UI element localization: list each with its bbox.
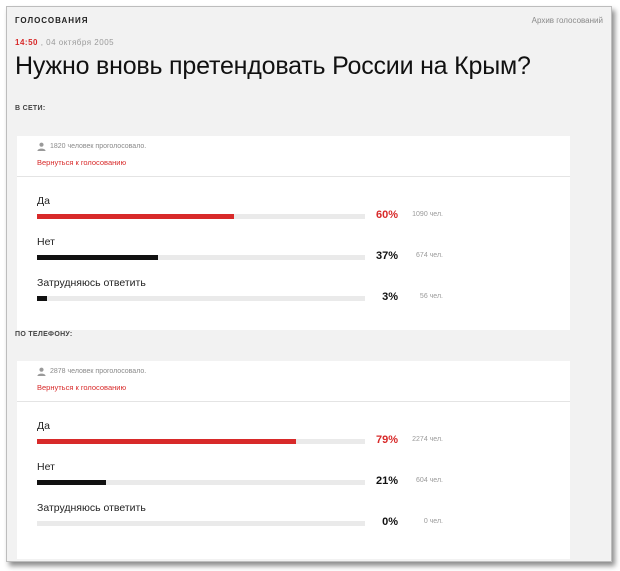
voters-count: 1820 человек проголосовало. [37,142,146,151]
result-bar-track [37,521,365,526]
option-percent: 21% [375,475,398,487]
result-bar-track [37,255,365,260]
result-bar-fill [37,439,297,444]
divider [17,401,570,402]
poll-option: Да 79% 2274 чел. [37,420,507,456]
option-count: 2274 чел. [412,436,443,443]
option-label: Затрудняюсь ответить [37,277,146,289]
result-bar-track [37,439,365,444]
archive-link[interactable]: Архив голосований [531,15,603,25]
option-count: 1090 чел. [412,211,443,218]
date-text: , 04 октября 2005 [40,38,115,47]
poll-option: Затрудняюсь ответить 0% 0 чел. [37,502,507,538]
result-bar-fill [37,214,234,219]
poll-option: Да 60% 1090 чел. [37,195,507,231]
option-label: Нет [37,461,55,473]
back-to-vote-link[interactable]: Вернуться к голосованию [37,158,127,167]
result-bar-fill [37,255,159,260]
divider [17,176,570,177]
option-label: Да [37,420,50,432]
option-percent: 0% [382,516,398,528]
option-percent: 79% [375,434,398,446]
option-percent: 3% [382,291,398,303]
option-label: Нет [37,236,55,248]
option-count: 0 чел. [423,518,443,525]
option-percent: 60% [375,209,398,221]
result-bar-fill [37,296,47,301]
poll-option: Нет 21% 604 чел. [37,461,507,497]
poll-results-online: 1820 человек проголосовало. Вернуться к … [17,136,570,330]
option-count: 56 чел. [419,293,443,300]
option-percent: 37% [375,250,398,262]
poll-question: Нужно вновь претендовать России на Крым? [15,52,531,80]
option-count: 674 чел. [416,252,443,259]
option-label: Да [37,195,50,207]
result-bar-fill [37,480,106,485]
back-to-vote-link[interactable]: Вернуться к голосованию [37,383,127,392]
person-icon [37,367,46,376]
top-bar: ГОЛОСОВАНИЯ Архив голосований [15,13,603,27]
voters-text: 2878 человек проголосовало. [50,368,147,375]
result-bar-track [37,480,365,485]
poll-option: Затрудняюсь ответить 3% 56 чел. [37,277,507,313]
poll-option: Нет 37% 674 чел. [37,236,507,272]
poll-results-phone: 2878 человек проголосовало. Вернуться к … [17,361,570,559]
voters-text: 1820 человек проголосовало. [50,143,147,150]
timestamp: 14:50 , 04 октября 2005 [15,38,114,47]
poll-group-label-online: В СЕТИ: [15,105,46,112]
option-label: Затрудняюсь ответить [37,502,146,514]
result-bar-track [37,296,365,301]
section-title: ГОЛОСОВАНИЯ [15,15,89,25]
person-icon [37,142,46,151]
result-bar-track [37,214,365,219]
option-count: 604 чел. [416,477,443,484]
poll-page: ГОЛОСОВАНИЯ Архив голосований 14:50 , 04… [6,6,612,562]
voters-count: 2878 человек проголосовало. [37,367,146,376]
poll-group-label-phone: ПО ТЕЛЕФОНУ: [15,331,73,338]
time-text: 14:50 [15,38,38,47]
